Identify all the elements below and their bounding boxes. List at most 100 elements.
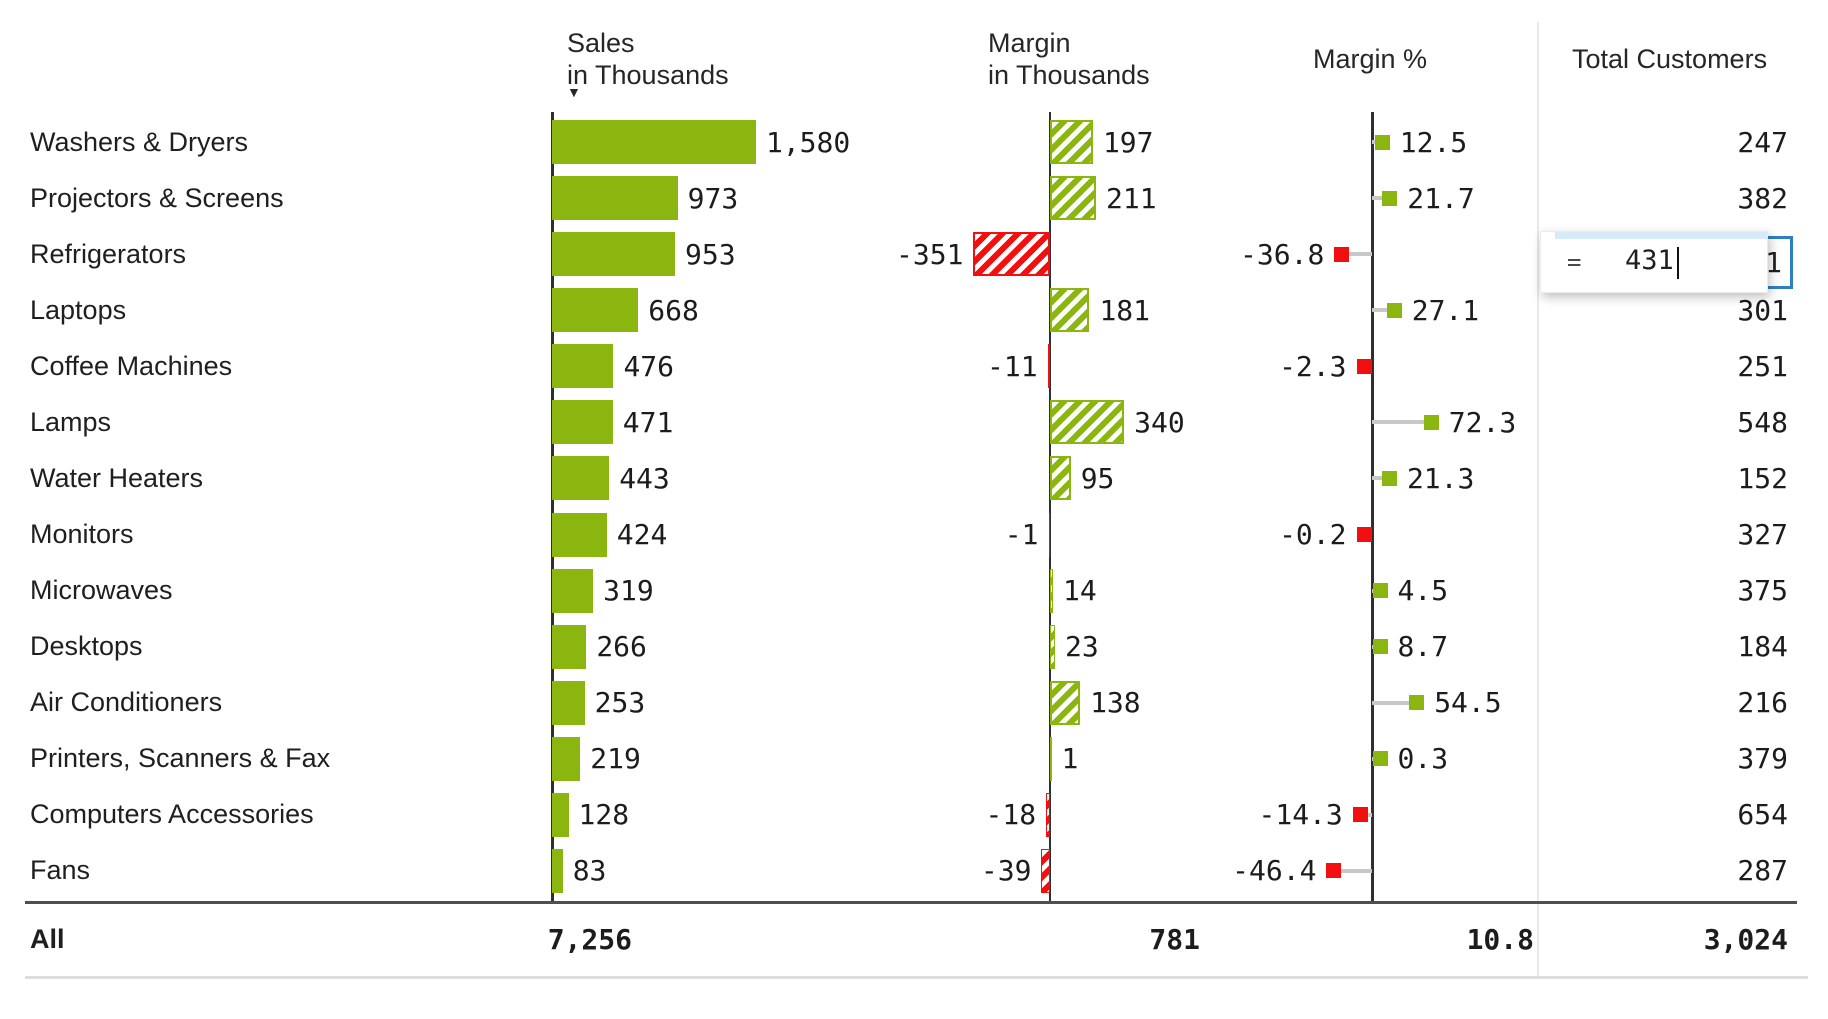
margin-pct-connector [1333,868,1372,873]
margin-value: 23 [1065,630,1099,664]
sales-bar[interactable] [552,568,594,613]
sales-bar[interactable] [552,848,563,893]
margin-bar[interactable] [1050,176,1096,221]
margin-pct-marker[interactable] [1326,863,1342,879]
margin-pct-value: 8.7 [1397,630,1449,664]
column-header-margin-pct[interactable]: Margin % [1313,44,1428,74]
sales-bar[interactable] [552,344,614,389]
margin-pct-marker[interactable] [1334,246,1350,262]
sales-bar[interactable] [552,120,756,165]
row-label: Laptops [30,294,127,325]
sales-value: 443 [619,461,670,495]
table-row: Computers Accessories 128 -18 -14.3 654 [0,787,1828,843]
margin-value: 181 [1099,293,1151,327]
margin-bar[interactable] [1041,848,1050,893]
margin-pct-connector [1372,308,1395,313]
table-row: Coffee Machines 476 -11 -2.3 251 [0,338,1828,394]
table-row: Desktops 266 23 8.7 184 [0,619,1828,675]
margin-value: -11 [987,349,1038,383]
formula-equals-sign: = [1567,248,1582,276]
sales-bar[interactable] [552,400,613,445]
column-header-customers[interactable]: Total Customers [1572,44,1768,74]
table-row: Refrigerators 953 -351 -36.8 [0,226,1828,282]
margin-bar[interactable] [1050,288,1090,333]
totals-row: All 7,256 781 10.8 3,024 [0,902,1828,976]
sales-value: 266 [596,630,647,664]
sort-descending-icon[interactable]: ▼ [567,84,581,100]
margin-bar[interactable] [1050,400,1125,445]
sales-bar[interactable] [552,512,607,557]
sales-axis [551,112,554,901]
formula-input-value[interactable]: 431 [1625,245,1674,276]
margin-bar[interactable] [1050,120,1093,165]
table-row: Monitors 424 -1 -0.2 327 [0,506,1828,562]
margin-pct-marker[interactable] [1356,527,1372,543]
margin-pct-marker[interactable] [1374,134,1390,150]
margin-value: 211 [1105,181,1157,215]
margin-pct-connector [1372,476,1390,481]
margin-pct-value: 72.3 [1448,405,1517,439]
sales-bar[interactable] [552,624,587,669]
customers-value: 654 [1737,798,1788,832]
margin-pct-marker[interactable] [1386,302,1402,318]
column-header-sales[interactable]: Sales [567,28,635,58]
margin-bar[interactable] [1047,344,1050,389]
margin-pct-value: 4.5 [1397,574,1449,608]
margin-value: 197 [1102,125,1154,159]
totals-label: All [30,923,65,954]
margin-bar[interactable] [1050,680,1081,725]
margin-pct-marker[interactable] [1423,414,1439,430]
margin-pct-value: 27.1 [1411,293,1480,327]
margin-pct-marker[interactable] [1409,695,1425,711]
margin-pct-marker[interactable] [1356,358,1372,374]
sales-bar[interactable] [552,288,639,333]
table-row: Fans 83 -39 -46.4 287 [0,843,1828,899]
sales-bar[interactable] [552,736,581,781]
margin-pct-value: 21.3 [1406,461,1475,495]
table-row: Washers & Dryers 1,580 197 12.5 247 [0,114,1828,170]
margin-bar[interactable] [973,232,1050,277]
sales-bar[interactable] [552,792,569,837]
row-label: Air Conditioners [30,687,223,718]
margin-pct-marker[interactable] [1381,470,1397,486]
table-row: Printers, Scanners & Fax 219 1 0.3 379 [0,731,1828,787]
margin-pct-value: 54.5 [1434,686,1502,720]
edited-cell-visible-value: 1 [1765,246,1782,279]
table-row: Laptops 668 181 27.1 301 [0,282,1828,338]
sales-value: 668 [648,293,699,327]
sales-value: 253 [594,686,646,720]
margin-pct-value: 21.7 [1407,181,1475,215]
customers-value: 152 [1737,461,1788,495]
table-row: Lamps 471 340 72.3 548 [0,394,1828,450]
margin-pct-value: -46.4 [1232,854,1317,888]
customers-value: 287 [1737,854,1788,888]
margin-pct-marker[interactable] [1352,807,1368,823]
sales-bar[interactable] [552,232,676,277]
row-label: Printers, Scanners & Fax [30,743,331,774]
margin-bar[interactable] [1048,512,1050,557]
margin-value: -1 [1004,518,1039,552]
cell-formula-editor[interactable]: = 431 [1540,231,1768,293]
sales-bar[interactable] [552,680,585,725]
margin-pct-value: -0.2 [1279,518,1347,552]
sales-bar[interactable] [552,456,610,501]
sales-value: 953 [685,237,736,271]
margin-pct-marker[interactable] [1382,190,1398,206]
margin-pct-marker[interactable] [1372,751,1388,767]
text-cursor [1677,247,1679,279]
row-label: Projectors & Screens [30,182,284,213]
totals-margin-value: 781 [1149,922,1200,956]
row-label: Washers & Dryers [30,126,249,157]
margin-pct-marker[interactable] [1372,639,1388,655]
column-header-sales-subtitle: in Thousands [567,60,729,90]
margin-bar[interactable] [1050,624,1055,669]
margin-bar[interactable] [1046,792,1050,837]
margin-bar[interactable] [1050,736,1052,781]
margin-bar[interactable] [1050,568,1054,613]
sales-value: 83 [572,854,607,888]
margin-pct-marker[interactable] [1372,583,1388,599]
margin-bar[interactable] [1050,456,1071,501]
column-header-margin[interactable]: Margin [988,28,1071,58]
sales-value: 1,580 [765,125,851,159]
sales-bar[interactable] [552,176,678,221]
